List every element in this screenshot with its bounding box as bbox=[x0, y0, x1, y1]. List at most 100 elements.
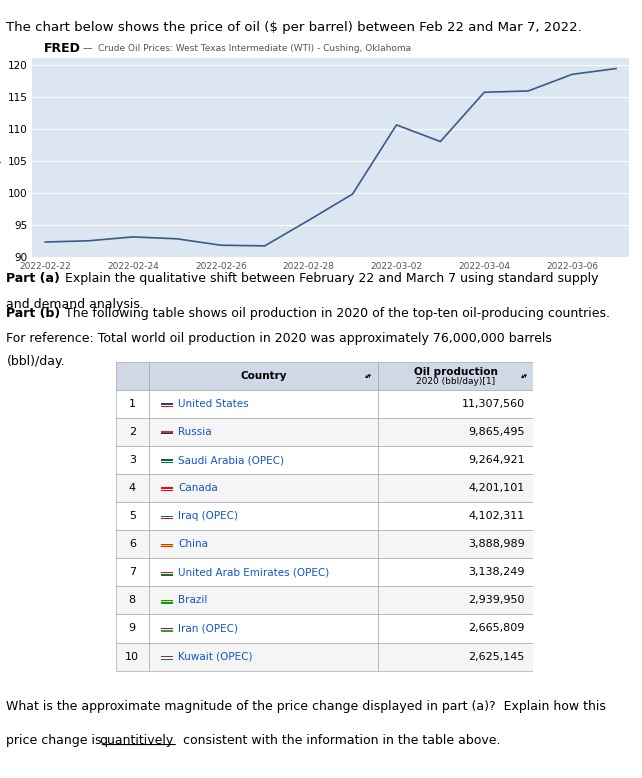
Text: Oil production: Oil production bbox=[413, 367, 498, 377]
Bar bbox=[162, 489, 173, 490]
FancyBboxPatch shape bbox=[379, 587, 533, 615]
FancyBboxPatch shape bbox=[379, 615, 533, 643]
Bar bbox=[162, 462, 173, 463]
FancyBboxPatch shape bbox=[116, 643, 149, 671]
Bar bbox=[162, 628, 173, 629]
Text: and demand analysis.: and demand analysis. bbox=[6, 298, 144, 311]
Text: (bbl)/day.: (bbl)/day. bbox=[6, 355, 65, 368]
FancyBboxPatch shape bbox=[379, 418, 533, 446]
Bar bbox=[162, 518, 173, 520]
Bar bbox=[162, 574, 173, 576]
FancyBboxPatch shape bbox=[149, 390, 379, 418]
FancyBboxPatch shape bbox=[149, 474, 379, 502]
Text: 2,939,950: 2,939,950 bbox=[468, 595, 525, 605]
FancyBboxPatch shape bbox=[116, 531, 149, 559]
FancyBboxPatch shape bbox=[379, 446, 533, 474]
FancyBboxPatch shape bbox=[149, 502, 379, 531]
Text: Canada: Canada bbox=[178, 483, 218, 493]
FancyBboxPatch shape bbox=[116, 502, 149, 531]
FancyBboxPatch shape bbox=[116, 446, 149, 474]
FancyBboxPatch shape bbox=[116, 474, 149, 502]
Bar bbox=[162, 434, 173, 435]
Bar bbox=[162, 431, 173, 433]
Text: United States: United States bbox=[178, 399, 249, 409]
Bar bbox=[162, 546, 173, 548]
Text: Crude Oil Prices: West Texas Intermediate (WTI) - Cushing, Oklahoma: Crude Oil Prices: West Texas Intermediat… bbox=[98, 44, 411, 53]
Text: Iran (OPEC): Iran (OPEC) bbox=[178, 623, 238, 633]
Bar bbox=[162, 656, 173, 657]
Text: 7: 7 bbox=[128, 567, 136, 577]
Bar bbox=[162, 573, 173, 574]
Text: China: China bbox=[178, 539, 208, 549]
Bar bbox=[162, 403, 173, 405]
Text: Explain the qualitative shift between February 22 and March 7 using standard sup: Explain the qualitative shift between Fe… bbox=[65, 272, 598, 286]
Text: 5: 5 bbox=[129, 511, 135, 521]
Text: 10: 10 bbox=[125, 651, 139, 661]
Text: 6: 6 bbox=[129, 539, 135, 549]
Bar bbox=[162, 657, 173, 658]
FancyBboxPatch shape bbox=[149, 559, 379, 587]
FancyBboxPatch shape bbox=[379, 643, 533, 671]
Text: 2020 (bbl/day)[1]: 2020 (bbl/day)[1] bbox=[416, 377, 495, 387]
Text: Russia: Russia bbox=[178, 427, 212, 437]
Text: 1: 1 bbox=[129, 399, 135, 409]
FancyBboxPatch shape bbox=[379, 502, 533, 531]
Text: 4,201,101: 4,201,101 bbox=[468, 483, 525, 493]
FancyBboxPatch shape bbox=[149, 362, 379, 390]
Bar bbox=[162, 516, 173, 517]
Text: price change is: price change is bbox=[6, 734, 106, 747]
Text: 11,307,560: 11,307,560 bbox=[462, 399, 525, 409]
Text: —: — bbox=[83, 44, 92, 53]
FancyBboxPatch shape bbox=[149, 418, 379, 446]
Text: 8: 8 bbox=[128, 595, 136, 605]
Bar bbox=[162, 406, 173, 407]
FancyBboxPatch shape bbox=[149, 531, 379, 559]
Text: FRED: FRED bbox=[44, 42, 81, 54]
Bar bbox=[162, 544, 173, 545]
Bar bbox=[162, 601, 173, 602]
Text: For reference: Total world oil production in 2020 was approximately 76,000,000 b: For reference: Total world oil productio… bbox=[6, 332, 552, 345]
FancyBboxPatch shape bbox=[116, 559, 149, 587]
Bar bbox=[162, 629, 173, 630]
Text: quantitively: quantitively bbox=[100, 734, 174, 747]
Y-axis label: Dollars per Barrel: Dollars per Barrel bbox=[0, 112, 2, 203]
Bar bbox=[162, 433, 173, 434]
Bar bbox=[162, 461, 173, 462]
Bar bbox=[162, 630, 173, 632]
Text: What is the approximate magnitude of the price change displayed in part (a)?  Ex: What is the approximate magnitude of the… bbox=[6, 700, 606, 713]
Bar bbox=[162, 490, 173, 492]
Bar bbox=[162, 600, 173, 601]
Text: 4: 4 bbox=[128, 483, 136, 493]
FancyBboxPatch shape bbox=[116, 418, 149, 446]
Bar bbox=[162, 517, 173, 518]
Bar bbox=[162, 545, 173, 546]
FancyBboxPatch shape bbox=[116, 587, 149, 615]
Text: 3,138,249: 3,138,249 bbox=[468, 567, 525, 577]
Text: Part (a): Part (a) bbox=[6, 272, 65, 286]
Text: 9,865,495: 9,865,495 bbox=[468, 427, 525, 437]
Text: Brazil: Brazil bbox=[178, 595, 207, 605]
Bar bbox=[162, 488, 173, 489]
Text: 9: 9 bbox=[128, 623, 136, 633]
Bar bbox=[162, 459, 173, 461]
Text: ▴▾: ▴▾ bbox=[521, 373, 528, 379]
Text: Saudi Arabia (OPEC): Saudi Arabia (OPEC) bbox=[178, 455, 284, 465]
Text: 3,888,989: 3,888,989 bbox=[468, 539, 525, 549]
FancyBboxPatch shape bbox=[379, 531, 533, 559]
FancyBboxPatch shape bbox=[379, 390, 533, 418]
FancyBboxPatch shape bbox=[116, 615, 149, 643]
Text: 4,102,311: 4,102,311 bbox=[468, 511, 525, 521]
FancyBboxPatch shape bbox=[149, 643, 379, 671]
Text: 2,625,145: 2,625,145 bbox=[468, 651, 525, 661]
Text: Kuwait (OPEC): Kuwait (OPEC) bbox=[178, 651, 253, 661]
Bar bbox=[162, 405, 173, 406]
FancyBboxPatch shape bbox=[379, 474, 533, 502]
Bar bbox=[162, 602, 173, 604]
Text: 2: 2 bbox=[128, 427, 136, 437]
FancyBboxPatch shape bbox=[379, 362, 533, 390]
Text: 2,665,809: 2,665,809 bbox=[468, 623, 525, 633]
FancyBboxPatch shape bbox=[116, 390, 149, 418]
Text: 9,264,921: 9,264,921 bbox=[468, 455, 525, 465]
FancyBboxPatch shape bbox=[149, 587, 379, 615]
Text: consistent with the information in the table above.: consistent with the information in the t… bbox=[180, 734, 501, 747]
